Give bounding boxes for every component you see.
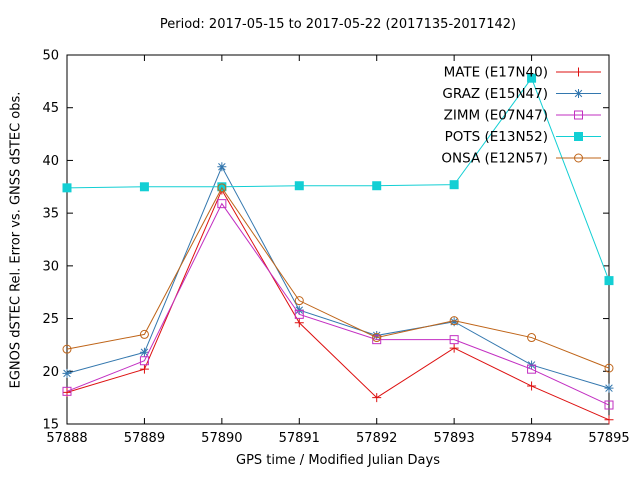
marker-asterisk bbox=[62, 368, 72, 378]
series-line-ZIMM bbox=[66, 202, 610, 406]
y-tick-label: 40 bbox=[42, 154, 59, 169]
marker-asterisk bbox=[217, 162, 227, 172]
legend-label-POTS: POTS (E13N52) bbox=[445, 129, 548, 145]
marker-plus bbox=[139, 364, 149, 374]
marker-plus bbox=[574, 67, 583, 77]
marker-filled-square bbox=[449, 180, 459, 190]
marker-open-circle bbox=[449, 316, 459, 326]
legend-label-GRAZ: GRAZ (E15N47) bbox=[442, 86, 548, 102]
marker-filled-square bbox=[372, 181, 382, 191]
marker-open-square bbox=[527, 364, 537, 374]
x-axis-label: GPS time / Modified Julian Days bbox=[236, 453, 440, 468]
marker-open-circle bbox=[294, 296, 304, 306]
marker-filled-square bbox=[294, 181, 304, 191]
marker-plus bbox=[294, 318, 304, 328]
marker-open-circle bbox=[372, 333, 382, 343]
x-tick-label: 57891 bbox=[279, 431, 320, 446]
marker-asterisk bbox=[449, 317, 459, 327]
marker-plus bbox=[449, 343, 459, 353]
y-tick-label: 50 bbox=[42, 49, 59, 64]
series-line-ONSA bbox=[66, 186, 610, 369]
series-line-POTS bbox=[66, 77, 610, 281]
y-tick-label: 15 bbox=[42, 418, 59, 433]
y-tick-label: 35 bbox=[42, 207, 59, 222]
marker-plus bbox=[604, 415, 614, 425]
legend-label-ONSA: ONSA (E12N57) bbox=[441, 151, 548, 167]
marker-open-circle bbox=[604, 363, 614, 373]
x-tick-label: 57893 bbox=[433, 431, 474, 446]
series-line-GRAZ bbox=[66, 165, 610, 389]
marker-plus bbox=[372, 393, 382, 403]
marker-asterisk bbox=[574, 89, 583, 98]
marker-open-square bbox=[139, 356, 149, 366]
marker-open-square bbox=[294, 309, 304, 319]
marker-open-circle bbox=[574, 153, 583, 163]
marker-open-square bbox=[217, 199, 227, 209]
y-tick-label: 30 bbox=[42, 259, 59, 274]
marker-open-square bbox=[574, 110, 583, 120]
marker-open-circle bbox=[217, 183, 227, 193]
series-line-MATE bbox=[66, 188, 610, 421]
legend-label-MATE: MATE (E17N40) bbox=[444, 65, 548, 81]
x-tick-label: 57892 bbox=[356, 431, 397, 446]
x-tick-label: 57890 bbox=[201, 431, 242, 446]
plot-border bbox=[66, 54, 610, 425]
marker-filled-square bbox=[527, 73, 537, 83]
x-tick-label: 57894 bbox=[511, 431, 552, 446]
marker-filled-square bbox=[604, 276, 614, 286]
x-tick-label: 57895 bbox=[588, 431, 629, 446]
y-tick-label: 45 bbox=[42, 101, 59, 116]
marker-plus bbox=[527, 381, 537, 391]
x-tick-label: 57889 bbox=[124, 431, 165, 446]
marker-open-circle bbox=[139, 329, 149, 339]
marker-open-square bbox=[62, 386, 72, 396]
marker-asterisk bbox=[604, 383, 614, 393]
marker-open-circle bbox=[527, 333, 537, 343]
marker-filled-square bbox=[574, 132, 583, 141]
y-tick-label: 20 bbox=[42, 365, 59, 380]
marker-filled-square bbox=[139, 182, 149, 192]
legend-label-ZIMM: ZIMM (E07N47) bbox=[444, 108, 548, 124]
marker-filled-square bbox=[62, 183, 72, 193]
marker-open-circle bbox=[62, 344, 72, 354]
x-tick-label: 57888 bbox=[46, 431, 87, 446]
chart-title: Period: 2017-05-15 to 2017-05-22 (201713… bbox=[159, 17, 517, 32]
marker-open-square bbox=[372, 335, 382, 345]
marker-asterisk bbox=[139, 347, 149, 357]
y-tick-label: 25 bbox=[42, 312, 59, 327]
marker-open-square bbox=[604, 400, 614, 410]
marker-open-square bbox=[449, 335, 459, 345]
